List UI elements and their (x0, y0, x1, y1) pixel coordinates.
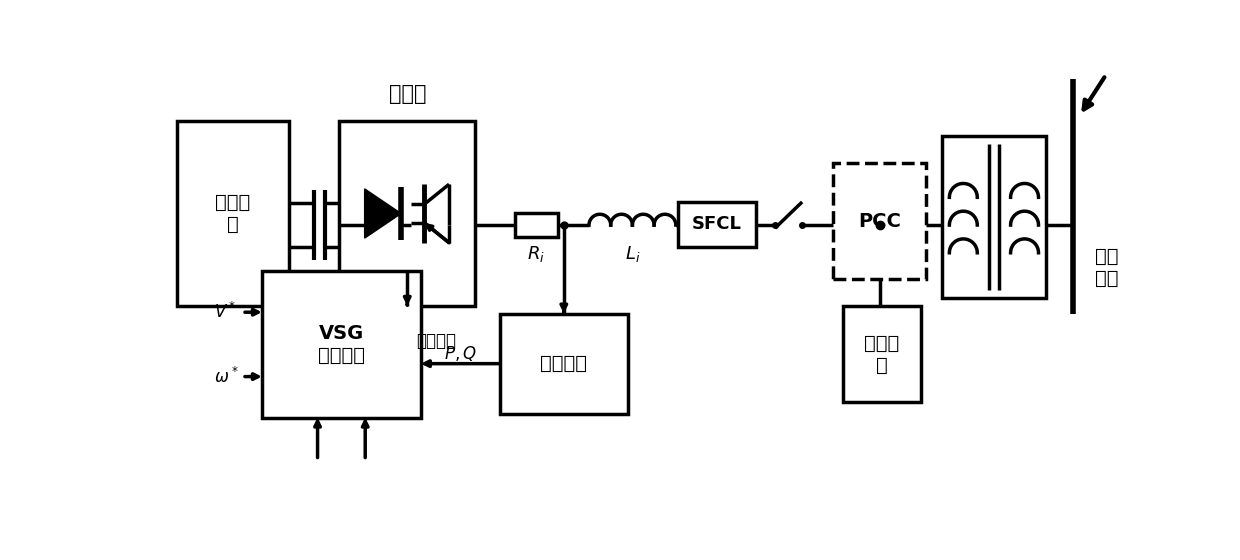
Text: $L_i$: $L_i$ (625, 244, 640, 264)
Bar (678, 202, 755, 246)
Text: VSG
控制算法: VSG 控制算法 (317, 324, 365, 365)
Polygon shape (365, 189, 401, 238)
Text: $P, Q$: $P, Q$ (444, 344, 477, 363)
Text: 触发信号: 触发信号 (417, 332, 456, 349)
Bar (843, 306, 920, 402)
Text: 功率计算: 功率计算 (541, 354, 588, 373)
Text: 逆变器: 逆变器 (388, 84, 427, 104)
Text: $V^*$: $V^*$ (213, 302, 237, 322)
Text: 供能单
元: 供能单 元 (216, 193, 250, 234)
Bar (262, 271, 420, 418)
Bar (833, 164, 926, 279)
Text: $R_i$: $R_i$ (527, 244, 546, 264)
Bar (941, 137, 1047, 298)
Text: PCC: PCC (858, 212, 901, 231)
Text: SFCL: SFCL (692, 215, 742, 234)
Bar (340, 121, 475, 306)
Bar (176, 121, 289, 306)
Text: 本地负
荷: 本地负 荷 (864, 334, 899, 375)
Bar (515, 213, 558, 237)
Text: 交流
电网: 交流 电网 (1095, 247, 1118, 288)
Bar (500, 314, 627, 414)
Text: $\omega^*$: $\omega^*$ (213, 367, 238, 386)
